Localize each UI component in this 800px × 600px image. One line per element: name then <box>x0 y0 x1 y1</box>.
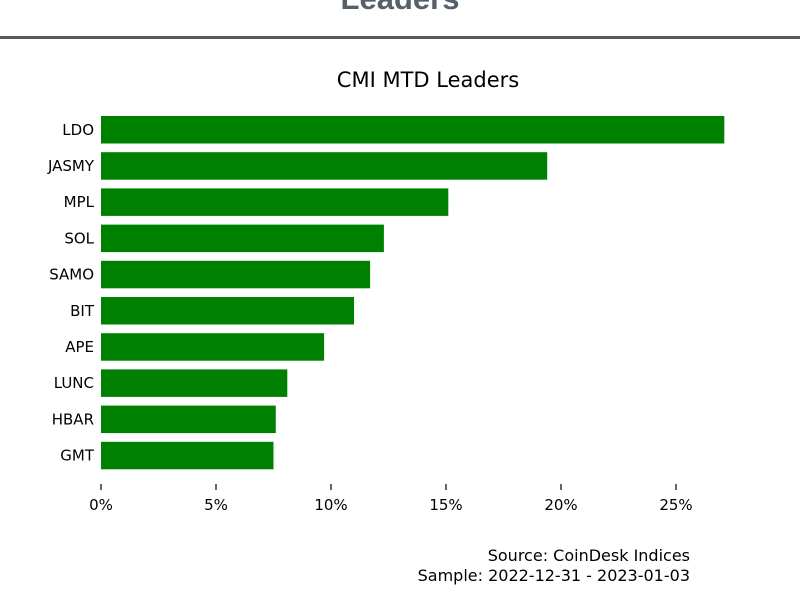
source-note: Source: CoinDesk Indices <box>487 546 690 565</box>
page-title: Leaders <box>0 0 800 17</box>
y-tick-label: SOL <box>64 229 94 247</box>
y-tick-labels: LDO JASMY MPL SOL SAMO BIT APE LUNC HBAR GMT <box>47 121 95 465</box>
y-tick-label: HBAR <box>52 410 94 428</box>
y-tick-label: BIT <box>70 302 95 320</box>
x-tick-label: 25% <box>659 496 692 514</box>
bar-ape <box>101 333 325 361</box>
x-tick-label: 20% <box>544 496 577 514</box>
y-tick-label: JASMY <box>47 157 95 175</box>
bar-ldo <box>101 116 725 144</box>
x-tick-label: 0% <box>89 496 113 514</box>
bar-gmt <box>101 441 274 470</box>
y-tick-label: GMT <box>60 447 95 465</box>
chart-title: CMI MTD Leaders <box>337 68 519 92</box>
x-tick-label: 10% <box>314 496 347 514</box>
bar-hbar <box>101 405 276 434</box>
y-tick-label: LDO <box>62 121 94 139</box>
sample-note: Sample: 2022-12-31 - 2023-01-03 <box>417 566 690 585</box>
header-divider <box>0 36 800 39</box>
y-tick-label: LUNC <box>54 374 94 392</box>
bar-sol <box>101 224 384 253</box>
y-tick-label: APE <box>65 338 94 356</box>
y-tick-label: SAMO <box>49 266 94 284</box>
bar-bit <box>101 297 354 325</box>
bar-lunc <box>101 369 288 397</box>
bars-group <box>101 116 725 470</box>
bar-mpl <box>101 188 449 216</box>
bar-samo <box>101 260 371 289</box>
x-tick-label: 15% <box>429 496 462 514</box>
y-tick-label: MPL <box>64 193 95 211</box>
bar-jasmy <box>101 152 548 180</box>
x-axis: 0% 5% 10% 15% 20% 25% <box>89 484 693 514</box>
x-tick-label: 5% <box>204 496 228 514</box>
